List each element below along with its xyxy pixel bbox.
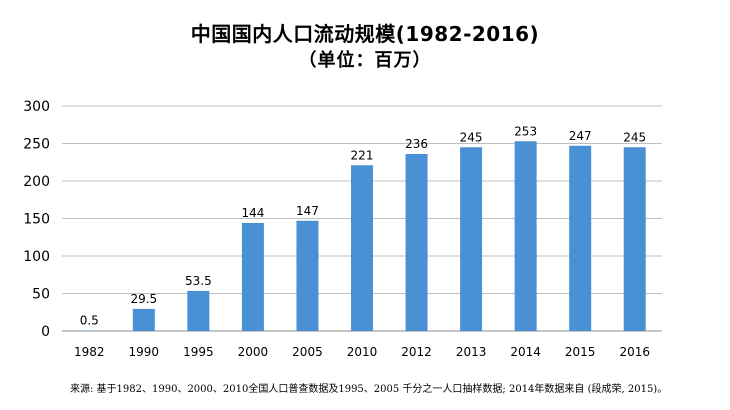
x-tick-label: 1982 [74,345,105,359]
bar [405,154,428,331]
data-label: 221 [351,148,374,162]
data-label: 245 [460,130,483,144]
x-axis-ticks: 1982 1990 1995 2000 2005 2010 2012 2013 2014 2015… [74,345,650,359]
x-tick-label: 2005 [292,345,323,359]
y-tick-label: 50 [32,287,50,303]
bar [241,223,264,331]
data-label: 147 [296,204,319,218]
bar [569,145,592,331]
x-tick-label: 2015 [565,345,596,359]
bar [187,290,210,331]
x-tick-label: 2010 [347,345,378,359]
y-tick-label: 0 [41,324,50,340]
data-label: 29.5 [130,292,157,306]
y-tick-label: 250 [23,137,50,153]
x-tick-label: 2016 [619,345,650,359]
bar [132,308,155,331]
data-label: 247 [569,129,592,143]
bar [460,147,483,331]
data-label: 0.5 [80,314,99,328]
chart-subtitle: （单位：百万） [298,50,432,71]
data-label: 53.5 [185,274,212,288]
bar [623,147,646,331]
y-tick-label: 150 [23,212,50,228]
data-label: 253 [514,124,537,138]
chart-title: 中国国内人口流动规模(1982-2016) [190,22,540,46]
bar [514,141,537,331]
bar [296,220,319,331]
data-label: 245 [623,130,646,144]
bars [78,141,646,331]
data-label: 144 [241,206,264,220]
x-tick-label: 2000 [238,345,269,359]
x-tick-label: 2012 [401,345,432,359]
y-tick-label: 300 [23,99,50,115]
y-tick-label: 200 [23,174,50,190]
x-tick-label: 1990 [129,345,160,359]
x-tick-label: 2013 [456,345,487,359]
x-tick-label: 2014 [510,345,541,359]
x-tick-label: 1995 [183,345,214,359]
bar-chart: 0 50 100 150 200 250 300 0.5 29.5 53.5 144 147 221 2… [23,99,662,359]
y-tick-label: 100 [23,249,50,265]
data-labels: 0.5 29.5 53.5 144 147 221 236 245 253 247 245 [80,124,646,327]
y-axis-ticks: 0 50 100 150 200 250 300 [23,99,50,340]
source-footnote: 来源: 基于1982、1990、2000、2010全国人口普查数据及1995、2… [70,384,668,395]
data-label: 236 [405,137,428,151]
bar [351,165,373,331]
